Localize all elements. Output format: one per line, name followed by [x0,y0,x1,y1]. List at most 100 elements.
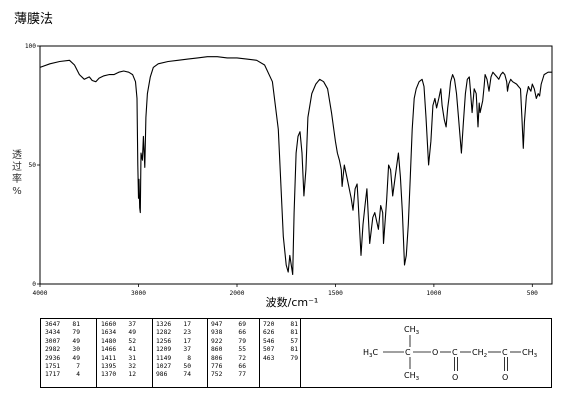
peak-transmittance: 74 [183,371,191,379]
y-tick-label: 100 [25,43,36,50]
peak-transmittance: 69 [238,321,246,328]
peak-transmittance: 57 [290,337,298,345]
peak-row: 1660 37 [101,321,136,329]
atom-h3c-left: H3C [363,348,379,359]
y-tick-label: 50 [29,162,37,169]
peak-wavenumber: 1282 [156,329,172,337]
peak-wavenumber: 1751 [45,363,61,371]
peak-wavenumber: 1027 [156,363,172,371]
peak-transmittance: 8 [187,354,191,362]
peak-row: 1466 41 [101,346,136,354]
peak-wavenumber: 1411 [101,354,117,362]
peak-row: 947 69 [211,321,246,329]
spectrum-line [39,56,552,276]
x-axis-ticks: 4000 3000 2000 1500 1000 500 [33,284,538,297]
peak-row: 3007 49 [45,338,80,346]
peak-row: 720 81 [263,321,298,329]
peak-transmittance: 81 [290,346,298,354]
peak-row: 922 79 [211,338,246,346]
peak-row: 463 79 [263,355,298,363]
peak-row: 938 66 [211,329,246,337]
atom-ch3-bottom: CH3 [404,371,420,382]
peak-transmittance: 49 [72,354,80,362]
peak-wavenumber: 720 [263,321,275,328]
peak-wavenumber: 1717 [45,371,61,379]
peak-transmittance: 66 [238,329,246,337]
atom-ch2: CH2 [472,348,487,359]
peak-wavenumber: 752 [211,371,223,379]
molecule-structure: CH3 H3C C O C CH2 C CH3 CH3 O O [363,325,538,382]
peak-row: 1149 8 [156,355,191,363]
peak-transmittance: 32 [128,363,136,371]
peak-transmittance: 37 [128,321,136,328]
peak-row: 986 74 [156,371,191,379]
y-axis-label-glyph: 率 [12,172,22,185]
peak-wavenumber: 1395 [101,363,117,371]
peak-column: 3647 81 3434 79 3007 49 2982 30 2936 49 1751 7 1717 4 [45,321,80,380]
peak-wavenumber: 2982 [45,346,61,354]
peak-wavenumber: 1370 [101,371,117,379]
peak-wavenumber: 986 [156,371,168,379]
y-axis-ticks: 0 50 100 [25,43,40,288]
y-tick-label: 0 [32,281,36,288]
peak-wavenumber: 806 [211,354,223,362]
peak-transmittance: 49 [128,329,136,337]
peak-column: 720 81 626 81 546 57 507 81 463 79 [263,321,298,363]
atom-c-carbonyl-ester: C [452,348,458,357]
peak-wavenumber: 860 [211,346,223,354]
peak-column: 1660 37 1634 49 1480 52 1466 41 1411 31 1395 32 1370… [101,321,136,380]
peak-wavenumber: 1634 [101,329,117,337]
peak-transmittance: 50 [183,363,191,371]
peak-row: 1256 17 [156,338,191,346]
peak-transmittance: 23 [183,329,191,337]
peak-transmittance: 7 [76,363,80,371]
peak-row: 1209 37 [156,346,191,354]
peak-row: 2982 30 [45,346,80,354]
x-tick-label: 1000 [426,290,441,297]
peak-transmittance: 17 [183,337,191,345]
peak-row: 507 81 [263,346,298,354]
y-axis-label-glyph: % [12,186,22,197]
peak-wavenumber: 1326 [156,321,172,328]
x-tick-label: 1500 [328,290,343,297]
x-tick-label: 2000 [230,290,245,297]
peak-row: 1717 4 [45,371,80,379]
peak-wavenumber: 776 [211,363,223,371]
peak-column: 947 69 938 66 922 79 860 55 806 72 776 66 752 77 [211,321,246,380]
peak-row: 2936 49 [45,355,80,363]
peak-wavenumber: 2936 [45,354,61,362]
atom-o-ester: O [432,348,438,357]
x-tick-label: 3000 [131,290,146,297]
peak-wavenumber: 947 [211,321,223,328]
peak-row: 3434 79 [45,329,80,337]
atom-o-carbonyl-ketone: O [502,373,508,382]
peak-transmittance: 31 [128,354,136,362]
peak-row: 1027 50 [156,363,191,371]
peak-transmittance: 49 [72,337,80,345]
peak-transmittance: 79 [290,354,298,362]
y-axis-label-glyph: 透 [12,149,22,161]
peak-transmittance: 81 [72,321,80,328]
peak-wavenumber: 1480 [101,337,117,345]
ir-spectrum-chart: 4000 3000 2000 1500 1000 500 0 50 100 波数/cm⁻¹ 透… [12,43,553,309]
peak-row: 1395 32 [101,363,136,371]
peak-row: 752 77 [211,371,246,379]
peak-transmittance: 55 [238,346,246,354]
peak-transmittance: 81 [290,321,298,328]
peak-row: 1411 31 [101,355,136,363]
peak-row: 860 55 [211,346,246,354]
peak-column: 1326 17 1282 23 1256 17 1209 37 1149 8 1027 50 986 74 [156,321,191,380]
peak-transmittance: 52 [128,337,136,345]
peak-transmittance: 79 [72,329,80,337]
peak-transmittance: 12 [128,371,136,379]
peak-transmittance: 30 [72,346,80,354]
peak-row: 626 81 [263,329,298,337]
x-tick-label: 4000 [33,290,48,297]
peak-wavenumber: 3647 [45,321,61,328]
peak-row: 806 72 [211,355,246,363]
peak-row: 1480 52 [101,338,136,346]
y-axis-label-glyph: 过 [12,160,22,173]
peak-wavenumber: 938 [211,329,223,337]
peak-wavenumber: 3434 [45,329,61,337]
page-title: 薄膜法 [14,12,54,27]
